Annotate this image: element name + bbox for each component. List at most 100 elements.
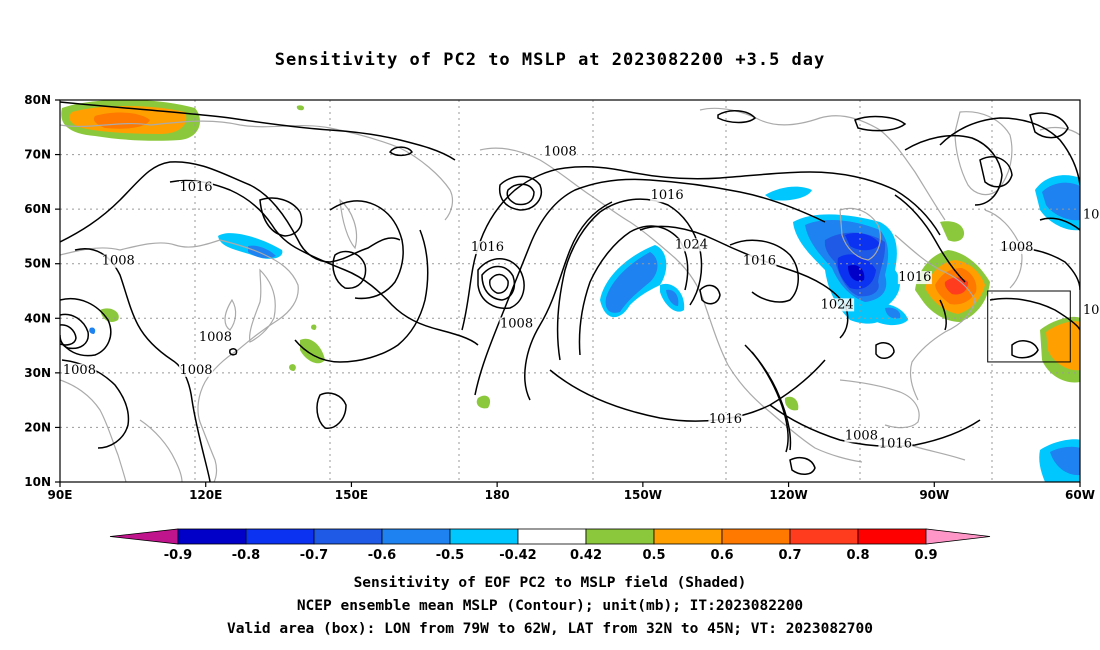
contour-label: 1016: [471, 240, 504, 255]
contour-label-bg: [543, 145, 578, 159]
mslp-contour: [229, 348, 238, 356]
colorbar-label: 0.7: [778, 548, 801, 563]
contour-label: 1008: [500, 316, 533, 331]
negative-sensitivity-patch: [1042, 182, 1080, 221]
mslp-contour: [729, 239, 799, 303]
coastline-hudson-bay: [839, 207, 881, 261]
positive-sensitivity-patch: [944, 277, 968, 295]
contour-label-bg: [878, 437, 913, 451]
colorbar-label: -0.8: [232, 548, 260, 563]
lon-tick-label: 150E: [335, 488, 368, 502]
mslp-contour: [894, 194, 966, 283]
coastline-kamchatka: [339, 198, 358, 250]
lon-tick-label: 90W: [919, 488, 949, 502]
contour-label: 1008: [845, 428, 878, 443]
coastline-korea: [224, 298, 237, 331]
mslp-contour: [769, 404, 981, 448]
negative-sensitivity-patch: [765, 186, 812, 201]
colorbar-label: 0.42: [570, 548, 602, 563]
mslp-contour: [169, 179, 479, 346]
contour-label: 1024: [821, 297, 854, 312]
mslp-contour: [744, 344, 792, 451]
colorbar-segment: [653, 528, 723, 545]
mslp-contour: [489, 273, 509, 294]
mslp-contour: [461, 166, 941, 331]
negative-sensitivity-patch: [605, 252, 658, 313]
negative-sensitivity-patch: [1050, 446, 1080, 476]
mslp-contour: [549, 359, 826, 422]
mslp-contour: [751, 351, 789, 453]
colorbar-segment: [245, 528, 315, 545]
colorbar-label: 0.9: [914, 548, 937, 563]
mslp-contour: [259, 197, 303, 237]
positive-sensitivity-patch: [311, 324, 317, 330]
mslp-contour: [979, 156, 1013, 188]
colorbar: -0.9 -0.8 -0.7 -0.6 -0.5 -0.42 0.42 0.5 0.6 0.7 0.…: [109, 528, 991, 563]
colorbar-label: 0.5: [642, 548, 665, 563]
contour-label-bg: [1082, 303, 1100, 317]
colorbar-label: -0.42: [499, 548, 536, 563]
mslp-contour: [789, 456, 816, 475]
coastline-japan: [249, 268, 276, 343]
contour-label-bg: [198, 331, 233, 345]
positive-sensitivity-patch: [296, 105, 305, 111]
coastline-iceland-region: [1039, 126, 1080, 136]
caption-shading: Sensitivity of EOF PC2 to MSLP field (Sh…: [353, 575, 747, 591]
negative-sensitivity-patch: [248, 245, 276, 259]
contour-label-bg: [1082, 208, 1100, 222]
positive-sensitivity-patch: [289, 364, 296, 371]
mslp-contour: [60, 298, 112, 357]
mslp-contour: [329, 200, 404, 300]
mslp-contour: [1039, 217, 1080, 231]
mslp-contour: [1029, 112, 1069, 139]
coastline-gulf: [839, 379, 920, 429]
contour-label-bg: [470, 241, 505, 255]
contour-label: 1016: [709, 412, 742, 427]
mslp-contour: [875, 342, 895, 359]
lon-tick-label: 60W: [1065, 488, 1095, 502]
coastline-canada-arctic: [699, 107, 946, 221]
lon-tick-label: 180: [485, 488, 510, 502]
lon-tick-label: 120W: [769, 488, 807, 502]
mslp-contour: [854, 115, 907, 132]
lat-tick-label: 60N: [24, 202, 51, 216]
coastline-sea-asia: [139, 419, 183, 482]
negative-sensitivity-patch: [845, 233, 880, 251]
positive-sensitivity-patch: [100, 308, 119, 322]
mslp-contour: [294, 229, 429, 363]
contour-label-bg: [499, 317, 534, 331]
mslp-contour: [388, 146, 413, 157]
positive-sensitivity-patch: [300, 338, 325, 364]
contour-label: 1016: [1083, 303, 1100, 318]
mslp-contour: [639, 225, 849, 339]
lat-tick-label: 50N: [24, 257, 51, 271]
contour-label-bg: [101, 254, 136, 268]
caption-contour: NCEP ensemble mean MSLP (Contour); unit(…: [296, 598, 804, 614]
lat-tick-label: 20N: [24, 420, 51, 434]
colorbar-label: -0.9: [164, 548, 192, 563]
mslp-contour: [477, 258, 525, 310]
lat-tick-label: 30N: [24, 366, 51, 380]
mslp-contour: [316, 392, 347, 429]
axis-ticks: 10N 20N 30N 40N 50N 60N 70N 80N 90E 120E 150E 180 15…: [24, 93, 1095, 502]
lat-tick-label: 40N: [24, 311, 51, 325]
contour-label: 1016: [179, 180, 212, 195]
colorbar-label: 0.8: [846, 548, 869, 563]
mslp-contour: [60, 324, 77, 346]
contour-label-bg: [62, 363, 97, 377]
mslp-contours: [60, 101, 1080, 482]
contour-label: 1016: [1083, 207, 1100, 222]
coastlines: [60, 107, 1080, 482]
mslp-contour: [989, 297, 1080, 331]
colorbar-extend-low: [109, 528, 179, 545]
colorbar-segment: [585, 528, 655, 545]
contour-label: 1016: [743, 254, 776, 269]
contour-label-bg: [820, 298, 855, 312]
contour-label-bg: [650, 189, 685, 203]
mslp-contour: [524, 201, 613, 401]
colorbar-segment: [857, 528, 927, 545]
negative-sensitivity-patch: [666, 289, 679, 306]
negative-sensitivity-patch: [885, 307, 901, 319]
mslp-contour: [60, 161, 401, 263]
contour-label: 1024: [675, 237, 708, 252]
